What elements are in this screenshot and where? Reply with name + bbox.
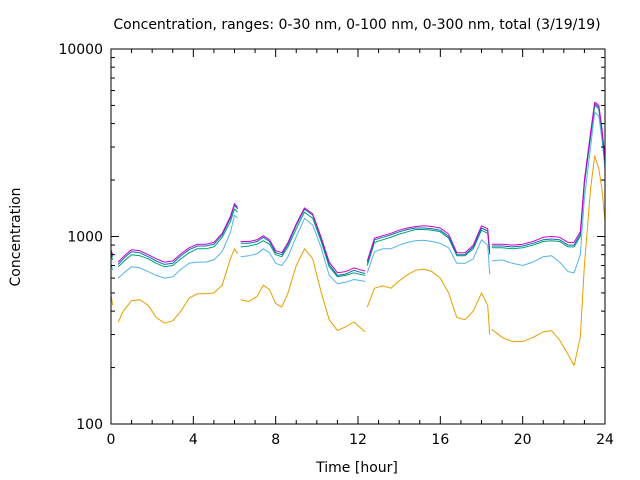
ticks-layer: 0 4 8 12 16 20 24 100 1000 10000 [58, 42, 614, 448]
y-tick-label: 10000 [58, 42, 103, 58]
series-4-segment-3 [240, 208, 366, 276]
series-1-segment-5 [491, 155, 606, 366]
x-tick-label: 16 [431, 432, 449, 448]
chart-title: Concentration, ranges: 0-30 nm, 0-100 nm… [113, 17, 600, 33]
series-1-segment-3 [240, 248, 366, 333]
series-2-segment-5 [491, 111, 606, 274]
series-1-segment-2 [117, 248, 239, 324]
series-3 [110, 104, 606, 278]
plot-frame [110, 48, 606, 425]
y-axis-label: Concentration [8, 187, 24, 286]
series-4-segment-2 [117, 204, 238, 265]
series-3-segment-5 [491, 104, 606, 250]
x-tick-label: 0 [107, 432, 116, 448]
x-tick-label: 24 [596, 432, 614, 448]
x-tick-label: 8 [271, 432, 280, 448]
series-2-segment-3 [240, 217, 366, 285]
x-tick-label: 20 [514, 432, 532, 448]
series-3-segment-2 [117, 208, 238, 268]
series-1 [110, 155, 606, 366]
series-5 [110, 101, 606, 274]
series-5-segment-5 [491, 101, 606, 246]
series-5-segment-4 [366, 225, 491, 262]
series-4 [110, 103, 606, 276]
series-2 [110, 111, 606, 285]
x-tick-label: 12 [349, 432, 367, 448]
series-3-segment-4 [366, 229, 491, 266]
series-2-segment-4 [366, 239, 491, 275]
series-layer [110, 101, 606, 366]
y-tick-label: 1000 [67, 230, 103, 246]
x-tick-label: 4 [189, 432, 198, 448]
series-4-segment-5 [491, 103, 606, 248]
series-2-segment-2 [117, 214, 238, 279]
series-4-segment-4 [366, 227, 491, 264]
series-5-segment-2 [117, 203, 238, 263]
series-1-segment-4 [366, 268, 491, 335]
series-5-segment-3 [240, 207, 366, 274]
x-axis-label: Time [hour] [315, 460, 398, 476]
y-tick-label: 100 [76, 417, 103, 433]
series-3-segment-3 [240, 211, 366, 278]
